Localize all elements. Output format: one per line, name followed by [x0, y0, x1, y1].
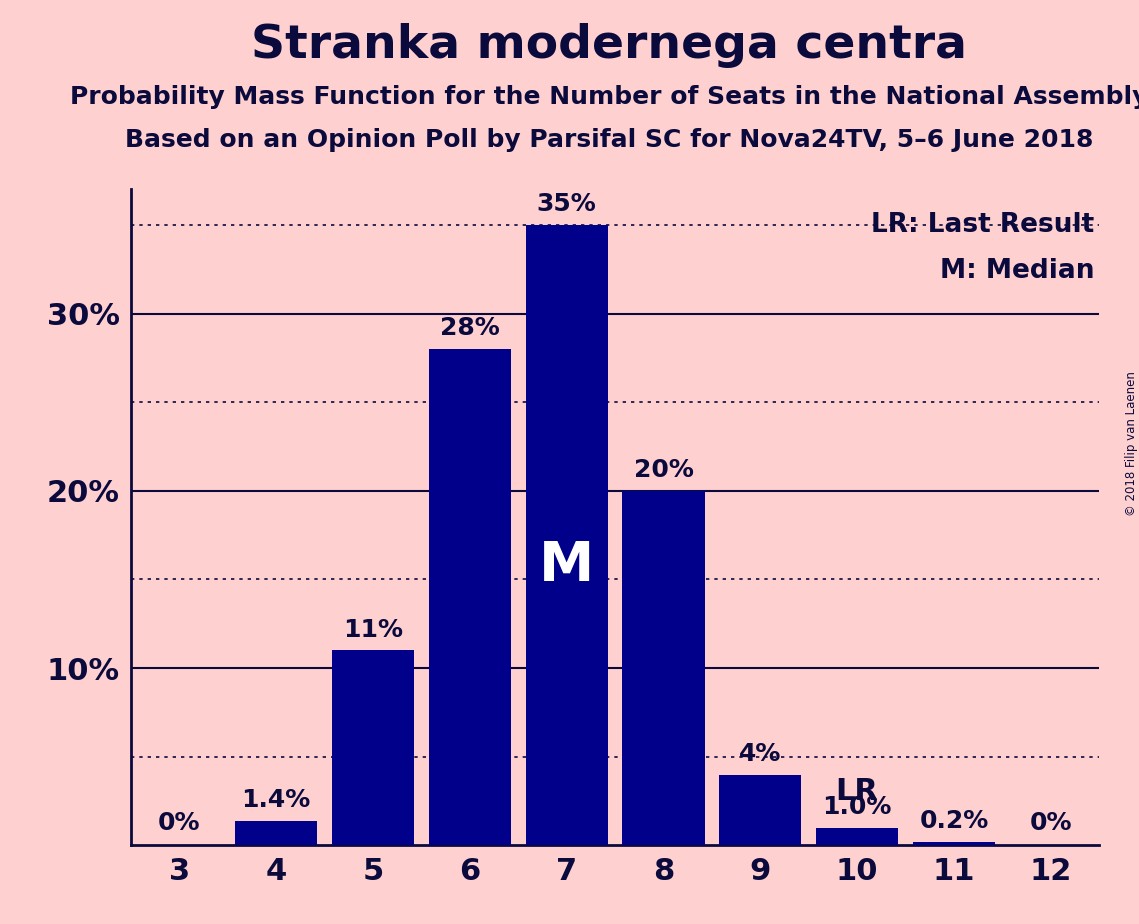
- Bar: [912, 842, 995, 845]
- Text: 0%: 0%: [1030, 811, 1072, 834]
- Bar: [525, 225, 608, 845]
- Text: 28%: 28%: [440, 316, 500, 340]
- Text: 0%: 0%: [158, 811, 200, 834]
- Bar: [816, 828, 899, 845]
- Bar: [719, 774, 802, 845]
- Text: 11%: 11%: [343, 617, 403, 641]
- Text: Stranka modernega centra: Stranka modernega centra: [252, 23, 967, 68]
- Text: LR: Last Result: LR: Last Result: [871, 213, 1095, 238]
- Bar: [622, 491, 705, 845]
- Text: 35%: 35%: [536, 192, 597, 216]
- Text: Based on an Opinion Poll by Parsifal SC for Nova24TV, 5–6 June 2018: Based on an Opinion Poll by Parsifal SC …: [125, 128, 1093, 152]
- Text: Probability Mass Function for the Number of Seats in the National Assembly: Probability Mass Function for the Number…: [71, 85, 1139, 109]
- Text: M: M: [539, 540, 595, 593]
- Text: © 2018 Filip van Laenen: © 2018 Filip van Laenen: [1124, 371, 1138, 516]
- Bar: [235, 821, 318, 845]
- Text: 20%: 20%: [633, 458, 694, 482]
- Text: 0.2%: 0.2%: [919, 809, 989, 833]
- Bar: [428, 349, 511, 845]
- Text: 4%: 4%: [739, 742, 781, 766]
- Text: 1.4%: 1.4%: [241, 788, 311, 812]
- Text: M: Median: M: Median: [940, 259, 1095, 285]
- Text: 1.0%: 1.0%: [822, 795, 892, 819]
- Text: LR: LR: [836, 777, 878, 807]
- Bar: [331, 650, 415, 845]
